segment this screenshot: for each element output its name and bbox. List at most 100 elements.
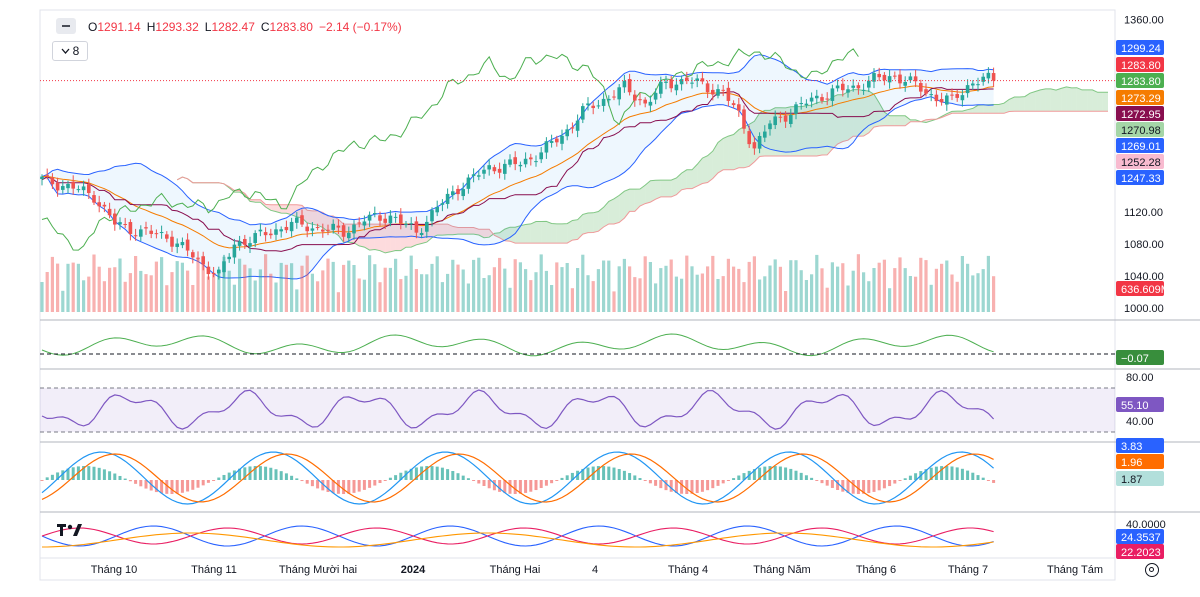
volume-bar — [175, 261, 179, 312]
cloud-segment — [900, 115, 906, 126]
volume-bar — [893, 268, 897, 312]
candle-body — [435, 206, 439, 213]
cloud-segment — [452, 226, 458, 235]
price-tag: 1299.24 — [1121, 43, 1161, 55]
macd-line — [41, 451, 994, 505]
oscillator-line — [41, 333, 994, 357]
chikou-span-line — [41, 48, 859, 251]
tradingview-logo-icon[interactable] — [56, 521, 84, 539]
candle-body — [789, 114, 793, 124]
cloud-segment — [577, 214, 583, 240]
macd-histogram-bar — [274, 469, 278, 480]
volume-bar — [674, 276, 678, 312]
macd-histogram-bar — [602, 466, 606, 480]
volume-bar — [669, 259, 673, 312]
candle-body — [674, 84, 679, 91]
macd-histogram-bar — [877, 480, 881, 491]
macd-histogram-bar — [778, 466, 782, 480]
macd-histogram-bar — [149, 480, 153, 491]
candle-body — [232, 244, 237, 258]
macd-histogram-bar — [966, 470, 970, 480]
macd-histogram-bar — [976, 475, 980, 480]
candle-body — [919, 83, 923, 92]
macd-histogram-bar — [295, 478, 299, 480]
candle-body — [243, 239, 247, 245]
macd-histogram-bar — [180, 480, 184, 493]
volume-bar — [591, 281, 595, 312]
volume-bar — [425, 274, 429, 312]
price-tag-bg — [1116, 154, 1164, 169]
volume-bar — [378, 282, 382, 312]
volume-bar — [50, 256, 54, 312]
candle-body — [201, 256, 205, 265]
candle-body — [399, 214, 403, 224]
volume-bar — [934, 268, 938, 312]
candle-body — [87, 184, 91, 194]
macd-histogram-bar — [789, 468, 793, 480]
macd-tag-bg — [1116, 438, 1164, 453]
macd-histogram-bar — [461, 475, 465, 480]
macd-histogram-bar — [258, 466, 262, 480]
dmi-tag-bg — [1116, 544, 1164, 559]
candle-body — [269, 233, 273, 236]
price-tag-bg — [1116, 106, 1164, 121]
macd-histogram-bar — [482, 480, 486, 486]
bollinger-fill — [42, 54, 994, 279]
macd-histogram-bar — [160, 480, 164, 494]
candle-body — [575, 120, 580, 131]
high-label: H — [146, 20, 156, 34]
cloud-segment — [712, 142, 718, 179]
candle-body — [503, 163, 507, 174]
macd-histogram-bar — [544, 480, 548, 486]
price-tag: 1273.29 — [1121, 93, 1161, 105]
bollinger-lower-line — [41, 96, 994, 280]
dmi-pane: 40.0000 — [41, 519, 1166, 548]
macd-histogram-bar — [940, 466, 944, 480]
macd-histogram-bar — [378, 480, 382, 484]
candle-body — [622, 80, 627, 88]
indicators-toggle-button[interactable]: 8 — [52, 41, 88, 61]
volume-bar — [388, 267, 392, 312]
candle-body — [965, 85, 970, 94]
cloud-segment — [874, 94, 880, 128]
candle-body — [529, 157, 533, 160]
cloud-segment — [868, 91, 874, 133]
candle-body — [861, 89, 866, 91]
candle-body — [841, 83, 845, 91]
cloud-segment — [468, 227, 474, 235]
volume-bar — [92, 254, 96, 312]
macd-histogram-bar — [71, 467, 75, 480]
volume-bar — [929, 284, 933, 312]
signal-line — [41, 453, 994, 503]
macd-histogram-bar — [617, 469, 621, 480]
candle-body — [222, 261, 226, 273]
volume-bar — [336, 292, 340, 312]
cloud-segment — [614, 195, 620, 224]
candle-body — [55, 182, 60, 191]
candle-body — [747, 131, 751, 145]
macd-histogram-bar — [622, 470, 626, 480]
time-axis-ticks: Tháng 10 Tháng 11 Tháng Mười hai 2024 Tháng … — [91, 564, 1103, 576]
candle-body — [825, 98, 829, 100]
candle-body — [549, 141, 554, 143]
collapse-legend-button[interactable] — [56, 18, 76, 34]
volume-bar — [602, 260, 606, 312]
candle-body — [929, 94, 933, 96]
macd-histogram-bar — [92, 466, 96, 480]
ohlc-legend: O1291.14 H1293.32 L1282.47 C1283.80 −2.1… — [88, 20, 402, 34]
cloud-segment — [681, 169, 687, 190]
macd-histogram-bar — [238, 468, 242, 480]
time-tick-label: Tháng 6 — [856, 564, 896, 576]
volume-bar — [794, 260, 798, 312]
price-tag-bg — [1116, 138, 1164, 153]
macd-histogram-bar — [612, 467, 616, 480]
cloud-segment — [837, 94, 843, 144]
macd-pane — [40, 451, 996, 505]
cloud-segment — [671, 177, 677, 197]
volume-bar — [102, 281, 106, 312]
cloud-segment — [822, 101, 828, 156]
volume-bar — [466, 283, 470, 312]
settings-gear-icon[interactable] — [1145, 563, 1159, 577]
dmi-tag: 24.3537 — [1121, 532, 1161, 544]
